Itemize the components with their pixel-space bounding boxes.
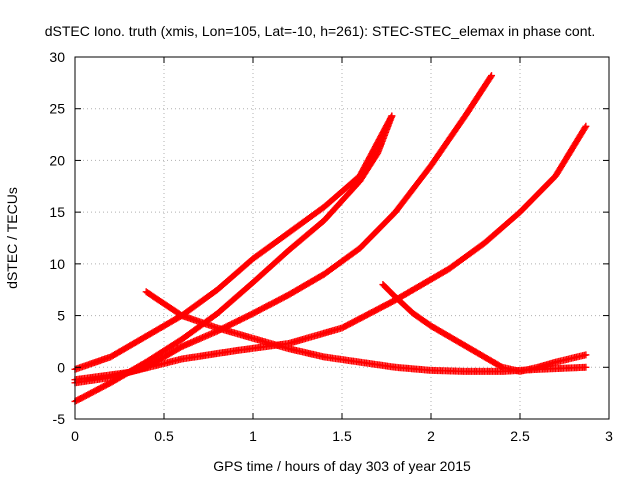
x-tick-label: 0 (71, 428, 79, 444)
x-tick-label: 3 (605, 428, 613, 444)
x-tick-label: 2.5 (510, 428, 530, 444)
series-4 (71, 122, 590, 384)
x-tick-label: 2 (427, 428, 435, 444)
series-6 (379, 281, 590, 375)
y-tick-label: 25 (49, 101, 65, 117)
x-axis-label: GPS time / hours of day 303 of year 2015 (213, 458, 471, 474)
y-tick-label: 30 (49, 49, 65, 65)
series-1 (71, 112, 396, 405)
grid-lines (75, 57, 609, 419)
data-point (488, 72, 496, 80)
x-tick-label: 0.5 (154, 428, 174, 444)
data-point (582, 363, 590, 371)
chart-title: dSTEC Iono. truth (xmis, Lon=105, Lat=-1… (45, 23, 596, 39)
y-tick-label: 10 (49, 256, 65, 272)
y-tick-label: -5 (53, 411, 66, 427)
data-point (582, 122, 590, 130)
y-axis-label: dSTEC / TECUs (4, 187, 20, 289)
data-marks (71, 72, 590, 405)
data-point (487, 73, 495, 81)
axis-ticks: 0 0.5 1 1.5 2 2.5 3 -5 0 5 10 15 20 25 30 (49, 49, 613, 444)
y-tick-label: 20 (49, 152, 65, 168)
x-tick-label: 1 (249, 428, 257, 444)
series-3 (71, 112, 396, 373)
y-tick-label: 5 (57, 308, 65, 324)
y-tick-label: 0 (57, 359, 65, 375)
x-tick-label: 1.5 (332, 428, 352, 444)
data-point (387, 113, 395, 121)
data-point (388, 112, 396, 120)
y-tick-label: 15 (49, 204, 65, 220)
data-point (582, 351, 590, 359)
data-point (581, 124, 589, 132)
